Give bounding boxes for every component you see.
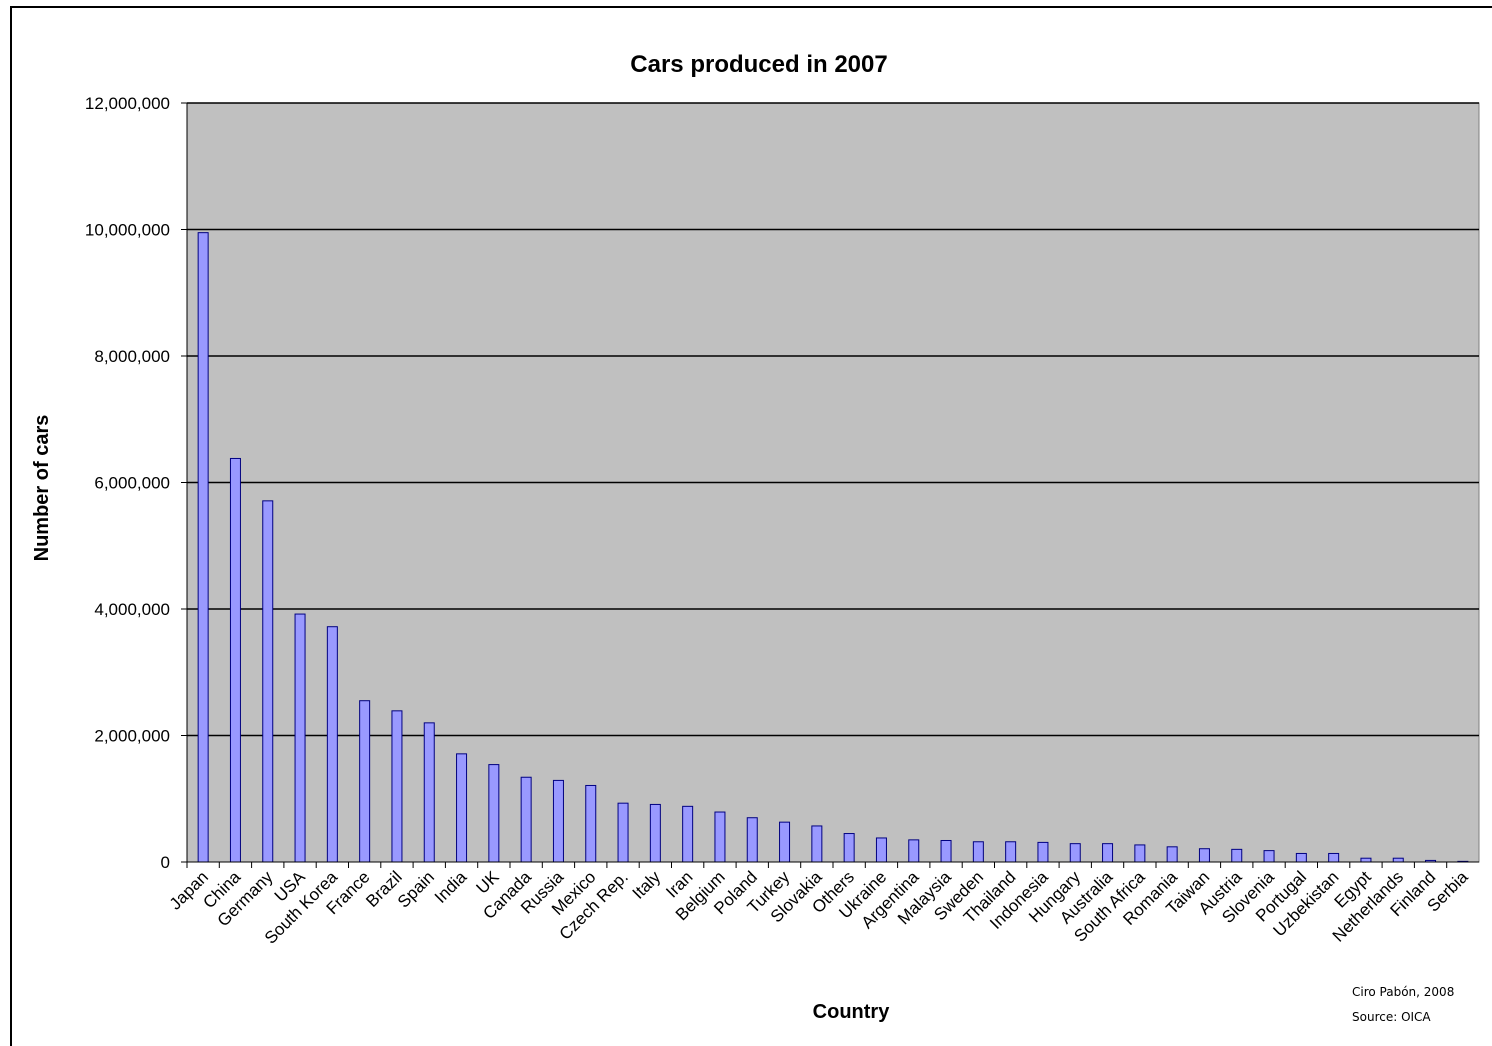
bar-hungary (1069, 843, 1081, 863)
bar-thailand (1005, 841, 1017, 863)
bar-russia (552, 779, 564, 863)
bar-malaysia (940, 839, 952, 863)
y-tick-label: 10,000,000 (85, 221, 170, 240)
x-axis-label: Country (813, 1001, 891, 1023)
bar-slovakia (811, 825, 823, 863)
bar-czech-rep (617, 802, 629, 863)
bar-australia (1102, 843, 1114, 863)
y-axis-label: Number of cars (31, 415, 53, 562)
bar-sweden (972, 841, 984, 863)
bar-canada (520, 776, 532, 863)
chart-title: Cars produced in 2007 (630, 51, 887, 78)
bar-argentina (908, 839, 920, 863)
bar-belgium (714, 811, 726, 863)
bar-portugal (1295, 852, 1307, 863)
bar-iran (682, 805, 694, 863)
bar-germany (262, 500, 274, 863)
y-axis-ticks: 0 2,000,000 4,000,000 6,000,000 8,000,000 10,… (85, 94, 187, 872)
bar-austria (1231, 848, 1243, 863)
x-tick-label: Spain (394, 867, 438, 911)
bar-italy (649, 803, 661, 863)
bar-uk (488, 764, 500, 863)
bar-turkey (779, 821, 791, 863)
bar-uzbekistan (1328, 852, 1340, 863)
y-tick-label: 8,000,000 (94, 347, 170, 366)
x-tick-label: Japan (166, 867, 212, 913)
bar-taiwan (1198, 848, 1210, 863)
bar-egypt (1360, 857, 1372, 863)
author-credit: Ciro Pabón, 2008 (1352, 985, 1455, 999)
bar-france (359, 700, 371, 863)
bar-china (229, 457, 241, 863)
bar-ukraine (875, 837, 887, 863)
bar-mexico (585, 784, 597, 863)
y-tick-label: 0 (161, 853, 170, 872)
y-tick-label: 6,000,000 (94, 474, 170, 493)
x-tick-label: India (431, 867, 471, 907)
bar-south-africa (1134, 844, 1146, 863)
bar-indonesia (1037, 841, 1049, 863)
chart-frame (10, 6, 1492, 1046)
bar-spain (423, 722, 435, 863)
bar-romania (1166, 846, 1178, 863)
y-tick-label: 12,000,000 (85, 94, 170, 113)
y-tick-label: 4,000,000 (94, 600, 170, 619)
bar-slovenia (1263, 850, 1275, 863)
bar-japan (197, 232, 209, 863)
bar-netherlands (1392, 857, 1404, 863)
bar-south-korea (326, 626, 338, 863)
x-tick-label: Italy (629, 867, 665, 903)
source-credit: Source: OICA (1352, 1010, 1431, 1024)
y-tick-label: 2,000,000 (94, 727, 170, 746)
bar-india (456, 753, 468, 863)
bar-usa (294, 613, 306, 863)
bar-poland (746, 817, 758, 863)
bar-brazil (391, 710, 403, 863)
bar-others (843, 833, 855, 863)
